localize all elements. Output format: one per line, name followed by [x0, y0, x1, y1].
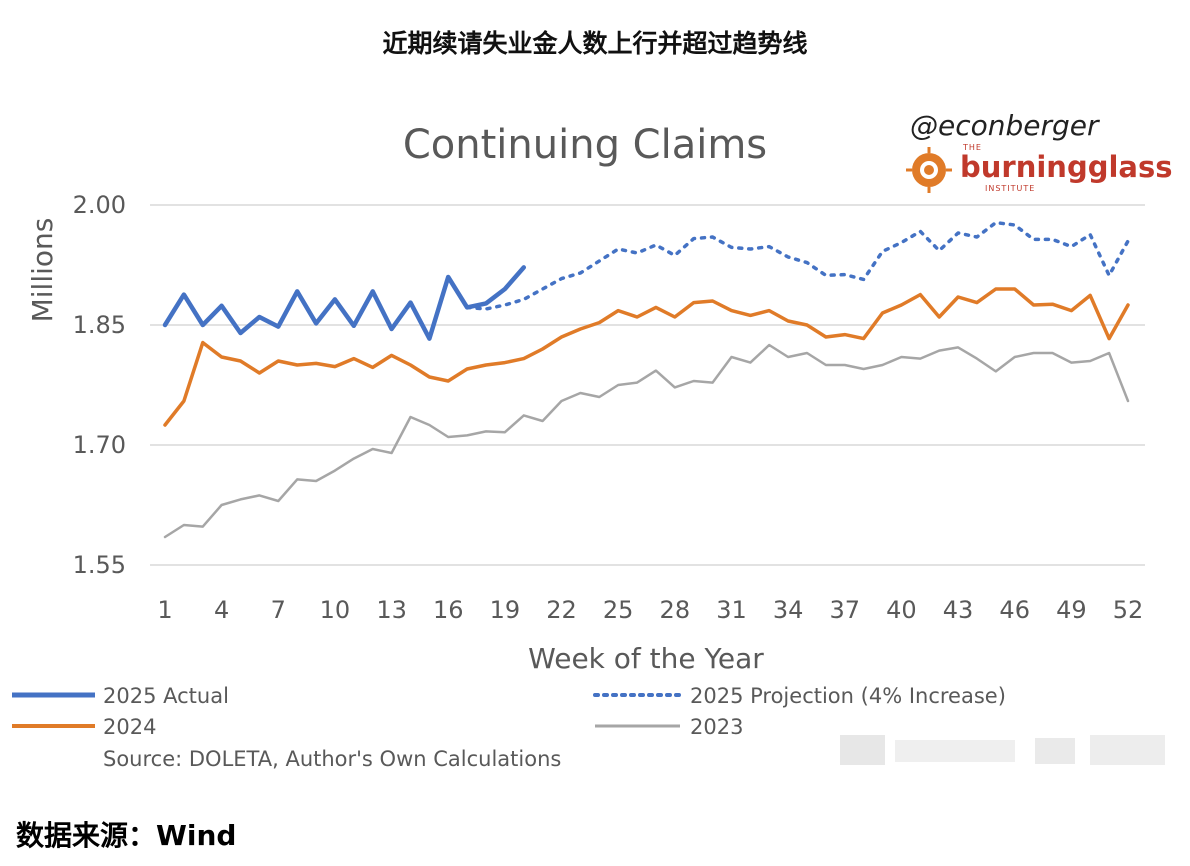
series-lines — [162, 220, 1130, 539]
burning-glass-logo: THE burningglass INSTITUTE — [906, 143, 1173, 193]
x-tick-label: 37 — [829, 596, 860, 624]
legend-label-2025-actual: 2025 Actual — [103, 684, 229, 708]
chart-title: Continuing Claims — [403, 122, 767, 168]
logo-top-text: THE — [962, 143, 982, 152]
x-axis-label: Week of the Year — [528, 642, 764, 675]
series-line-2024 — [163, 287, 1130, 427]
blurred-region — [840, 735, 1165, 765]
x-tick-label: 52 — [1113, 596, 1144, 624]
y-axis-label: Millions — [26, 218, 59, 323]
page-title: 近期续请失业金人数上行并超过趋势线 — [382, 29, 807, 58]
x-tick-label: 7 — [271, 596, 286, 624]
gridlines — [150, 204, 1145, 566]
x-tick-label: 22 — [546, 596, 577, 624]
y-axis-ticks: 1.55 1.70 1.85 2.00 — [73, 191, 126, 579]
x-tick-label: 34 — [773, 596, 804, 624]
x-tick-label: 10 — [320, 596, 351, 624]
x-tick-label: 49 — [1056, 596, 1087, 624]
legend-item-2025-projection: 2025 Projection (4% Increase) — [593, 684, 1006, 708]
x-tick-label: 1 — [157, 596, 172, 624]
x-tick-label: 43 — [943, 596, 974, 624]
logo-bottom-text: INSTITUTE — [985, 184, 1035, 193]
legend-label-2024: 2024 — [103, 715, 156, 739]
series-line-2023 — [163, 343, 1130, 539]
x-tick-label: 25 — [603, 596, 634, 624]
logo-main-text: burningglass — [960, 150, 1173, 184]
footer-source: 数据来源：Wind — [16, 819, 236, 852]
y-tick-label: 1.55 — [73, 551, 126, 579]
x-tick-label: 31 — [716, 596, 747, 624]
logo-sun-icon — [906, 147, 952, 193]
x-tick-label: 19 — [490, 596, 521, 624]
y-tick-label: 1.85 — [73, 311, 126, 339]
x-tick-label: 28 — [660, 596, 691, 624]
source-note: Source: DOLETA, Author's Own Calculation… — [103, 747, 561, 771]
legend-item-2023: 2023 — [595, 715, 743, 739]
series-line-2025-actual — [162, 265, 527, 341]
x-tick-label: 16 — [433, 596, 464, 624]
legend-item-2024: 2024 — [12, 715, 156, 739]
y-tick-label: 2.00 — [73, 191, 126, 219]
series-line-2025-projection-4-increase — [465, 220, 1130, 311]
legend: 2025 Actual 2025 Projection (4% Increase… — [12, 684, 1006, 739]
x-tick-label: 13 — [376, 596, 407, 624]
legend-label-2023: 2023 — [690, 715, 743, 739]
x-tick-label: 4 — [214, 596, 229, 624]
x-tick-label: 46 — [999, 596, 1030, 624]
legend-item-2025-actual: 2025 Actual — [12, 684, 229, 708]
watermark-handle: @econberger — [910, 109, 1100, 142]
y-tick-label: 1.70 — [73, 431, 126, 459]
legend-label-2025-projection: 2025 Projection (4% Increase) — [690, 684, 1006, 708]
x-tick-label: 40 — [886, 596, 917, 624]
x-axis-ticks: 1 4 7 10 13 16 19 22 25 28 31 34 37 40 43 46 49 52 — [157, 596, 1143, 624]
